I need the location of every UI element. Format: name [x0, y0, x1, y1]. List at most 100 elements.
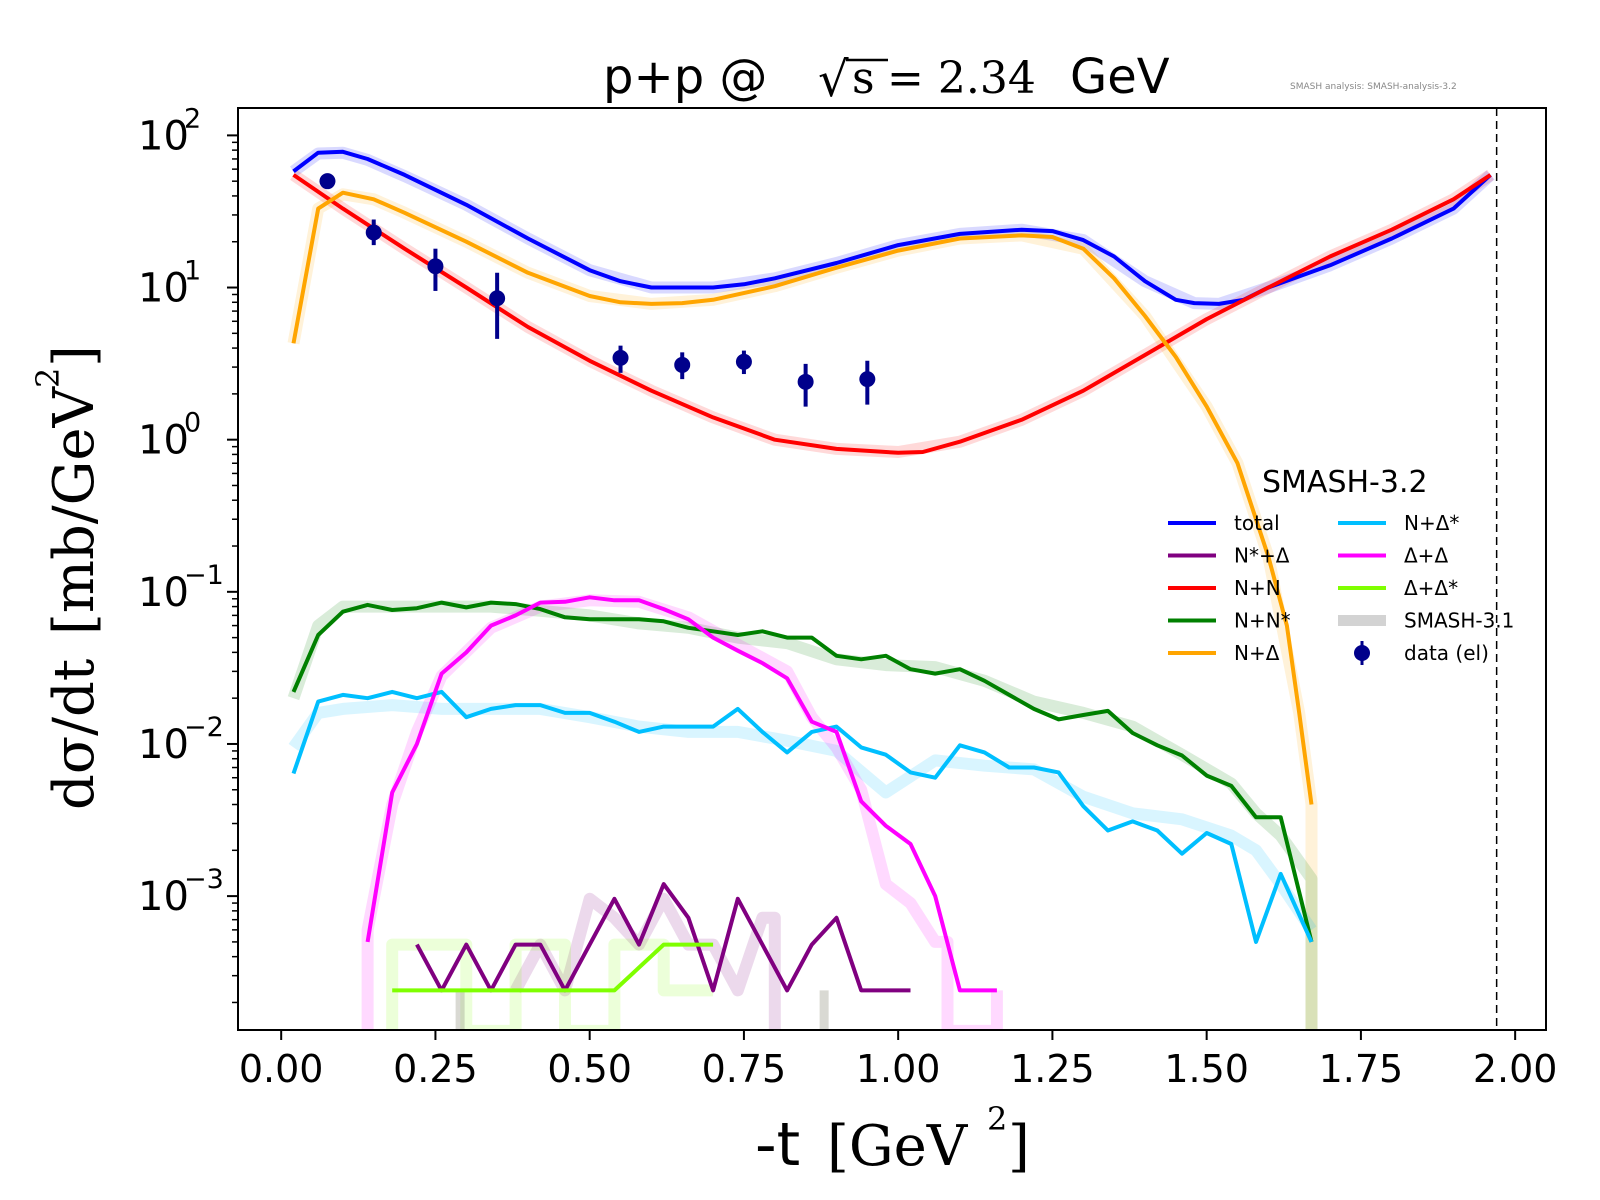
legend-item-star: Δ+Δ* [1338, 576, 1458, 600]
x-axis-ticks: 0.00 0.25 0.50 0.75 1.00 1.25 1.50 1.75 2.00 [239, 1030, 1558, 1091]
band-smash-3-1-total [289, 146, 1495, 310]
series-line-n-n [292, 173, 1492, 455]
legend-item-n: N+Δ [1168, 641, 1280, 665]
data-marker [489, 290, 506, 307]
data-point-2 [427, 248, 444, 291]
y-tick-exponent: 2 [184, 103, 201, 134]
legend-item-: Δ+Δ [1338, 544, 1448, 568]
series-line-star [392, 942, 714, 993]
legend-label: data (el) [1404, 641, 1489, 665]
band-smash-3-1-nstar [510, 892, 781, 1030]
legend-item-data-el: data (el) [1354, 641, 1489, 665]
data-marker [859, 371, 876, 388]
xlabel-main: -t [755, 1110, 800, 1180]
data-point-5 [674, 352, 691, 380]
legend-title: SMASH-3.2 [1262, 465, 1428, 500]
data-point-6 [735, 350, 752, 375]
legend-label: N+Δ [1234, 641, 1280, 665]
legend-label: N*+Δ [1234, 544, 1290, 568]
x-tick-label: 1.75 [1319, 1047, 1404, 1091]
y-tick-label: 10 [138, 418, 189, 464]
legend-item-n-nstar: N+N* [1168, 609, 1291, 633]
series-line-n [291, 190, 1314, 805]
band-smash-3-1-n-n [290, 169, 1494, 458]
ylabel-main: dσ/dt [42, 658, 107, 810]
legend-item-smash-3-1: SMASH-3.1 [1338, 609, 1514, 633]
title-sqrt: √ [818, 52, 849, 108]
legend-label: Δ+Δ [1404, 544, 1448, 568]
ylabel-unit-exp: 2 [29, 368, 67, 388]
series-line-n-star [291, 689, 1314, 944]
y-tick-exponent: −2 [184, 712, 224, 743]
legend-label: N+Δ* [1404, 511, 1459, 535]
title-value: = 2.34 [887, 53, 1036, 104]
series-line-nstar [415, 882, 911, 993]
y-axis-label: dσ/dt [mb/GeV 2 ] [29, 345, 107, 810]
series-line-total [292, 149, 1492, 306]
legend-item-total: total [1168, 511, 1280, 535]
legend-label: Δ+Δ* [1404, 576, 1458, 600]
ylabel-unit: [mb/GeV [42, 385, 107, 635]
xlabel-unit-close: ] [1008, 1114, 1030, 1179]
band-smash-3-1-n-star [288, 699, 1317, 934]
y-tick-exponent: 1 [184, 256, 201, 287]
legend-label: SMASH-3.1 [1404, 609, 1514, 633]
band-smash-3-1-n [287, 188, 1318, 1030]
xlabel-unit: [GeV [827, 1114, 969, 1179]
y-tick-label: 10 [138, 266, 189, 312]
watermark-text: SMASH analysis: SMASH-analysis-3.2 [1290, 82, 1457, 92]
data-point-7 [797, 363, 814, 407]
y-tick-exponent: 0 [184, 408, 201, 439]
title-s-symbol: s [852, 53, 875, 104]
series-line-n-nstar [291, 600, 1314, 943]
x-tick-label: 0.00 [239, 1047, 324, 1091]
title-unit: GeV [1070, 49, 1170, 105]
data-marker [319, 173, 336, 190]
y-tick-exponent: −1 [184, 560, 224, 591]
legend-item-n-star: N+Δ* [1338, 511, 1459, 535]
y-tick-label: 10 [138, 570, 189, 616]
x-tick-label: 1.00 [856, 1047, 941, 1091]
legend-item-nstar: N*+Δ [1168, 544, 1290, 568]
data-point-8 [859, 360, 876, 405]
x-tick-label: 2.00 [1473, 1047, 1558, 1091]
x-tick-label: 0.50 [547, 1047, 632, 1091]
y-tick-label: 10 [138, 874, 189, 920]
data-point-1 [365, 219, 382, 246]
x-tick-label: 1.50 [1164, 1047, 1249, 1091]
legend-label: N+N [1234, 576, 1281, 600]
chart-title: p+p @ √ s = 2.34 GeV [603, 49, 1170, 108]
ylabel-unit-close: ] [42, 345, 107, 367]
legend-item-n-n: N+N [1168, 576, 1281, 600]
data-point-0 [319, 173, 336, 190]
y-tick-label: 10 [138, 113, 189, 159]
y-tick-exponent: −3 [184, 864, 224, 895]
legend: SMASH-3.2 total N*+Δ N+N N+N* N+Δ N+Δ* Δ+Δ Δ+Δ*… [1168, 465, 1514, 665]
data-marker [365, 224, 382, 241]
x-tick-label: 1.25 [1010, 1047, 1095, 1091]
data-point-3 [489, 272, 506, 339]
data-marker [735, 353, 752, 370]
data-marker [797, 373, 814, 390]
data-point-4 [612, 345, 629, 373]
series-line- [365, 595, 997, 993]
y-tick-label: 10 [138, 722, 189, 768]
reference-bands [287, 146, 1495, 1030]
xlabel-unit-exp: 2 [987, 1100, 1007, 1138]
legend-label: N+N* [1234, 609, 1291, 633]
x-tick-label: 0.25 [393, 1047, 478, 1091]
legend-swatch-marker [1354, 645, 1370, 661]
plot-frame [237, 107, 1547, 1031]
band-smash-3-1-n-nstar [287, 600, 1318, 1030]
data-marker [674, 356, 691, 373]
series-lines [291, 149, 1492, 993]
x-tick-label: 0.75 [702, 1047, 787, 1091]
x-axis-label: -t [GeV 2 ] [755, 1100, 1030, 1180]
title-reaction: p+p @ [603, 49, 767, 105]
legend-label: total [1234, 511, 1280, 535]
data-marker [427, 258, 444, 275]
data-marker [612, 349, 629, 366]
data-points [319, 173, 876, 407]
